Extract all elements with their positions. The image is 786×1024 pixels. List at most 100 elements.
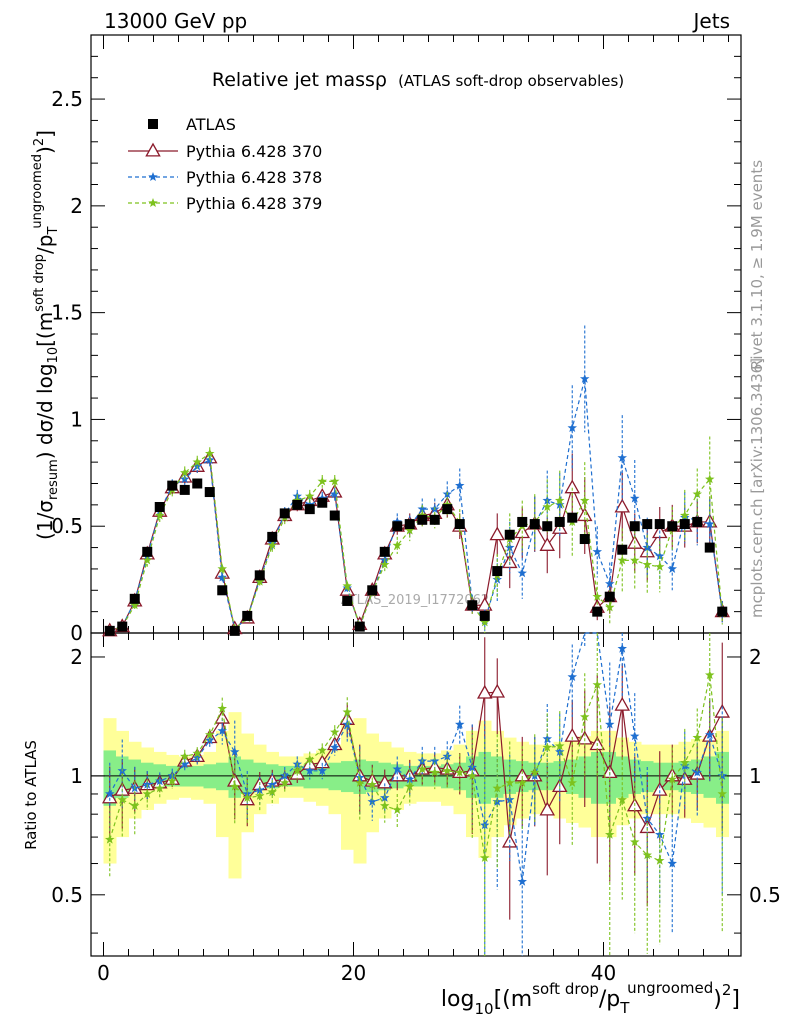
ratio-point-2 <box>317 765 327 775</box>
atlas-data-point <box>342 595 353 606</box>
atlas-data-point <box>442 504 453 515</box>
series-point-3 <box>155 510 165 520</box>
atlas-data-point <box>404 519 415 530</box>
atlas-data-point <box>329 510 340 521</box>
atlas-data-point <box>379 546 390 557</box>
series-point-3 <box>642 559 652 569</box>
ratio-point-3 <box>305 754 315 764</box>
atlas-data-point <box>492 566 503 577</box>
ratio-point-3 <box>317 745 327 755</box>
ratio-point-3 <box>205 729 215 739</box>
x-tick-label: 20 <box>341 961 366 985</box>
atlas-data-point <box>354 621 365 632</box>
series-line-2 <box>109 378 723 632</box>
series-point-2 <box>667 563 677 573</box>
atlas-data-point <box>592 606 603 617</box>
x-ticks: 0 20 40 <box>97 35 729 985</box>
ratio-y-ticks: 0.5 0.5 1 1 2 2 <box>51 645 781 934</box>
series-line-3 <box>109 452 723 632</box>
series-point-3 <box>180 467 190 477</box>
series-point-2 <box>605 578 615 588</box>
band-inner-bin <box>216 762 229 791</box>
legend-entry-label: Pythia 6.428 379 <box>186 194 322 213</box>
series-point-3 <box>192 457 202 467</box>
x-tick-label: 40 <box>591 961 616 985</box>
series-point-2 <box>592 546 602 556</box>
ratio-point-2 <box>605 719 615 729</box>
x-axis-label: log10[(msoft drop/pTungroomed)2] <box>441 979 740 1018</box>
series-point-2 <box>217 572 227 582</box>
atlas-data-point <box>429 514 440 525</box>
ratio-point-3 <box>505 777 515 787</box>
ratio-point-3 <box>680 757 690 767</box>
atlas-data-point <box>317 497 328 508</box>
main-series <box>101 325 731 637</box>
ratio-point-3 <box>380 800 390 810</box>
main-y-axis-label: (1/σresum) dσ/d log10[(msoft drop/pTungr… <box>30 130 61 540</box>
atlas-data-point <box>579 534 590 545</box>
series-point-2 <box>555 499 565 509</box>
ratio-point-3 <box>405 781 415 791</box>
series-point-2 <box>655 551 665 561</box>
ratio-point-2 <box>667 858 677 868</box>
ratio-point-3 <box>255 790 265 800</box>
ratio-point-3 <box>180 751 190 761</box>
ratio-point-3 <box>117 794 127 804</box>
atlas-data-point <box>704 542 715 553</box>
atlas-data-point <box>629 521 640 532</box>
ratio-point-3 <box>467 770 477 780</box>
ratio-point-3 <box>242 792 252 802</box>
atlas-data-point <box>554 516 565 527</box>
ratio-panel-frame <box>90 632 742 957</box>
atlas-data-point <box>617 544 628 555</box>
side-rivet-label: Rivet 3.1.10, ≥ 1.9M events <box>748 160 766 370</box>
ratio-point-3 <box>555 741 565 751</box>
chart-title: Relative jet massρ (ATLAS soft-drop obse… <box>212 69 624 91</box>
ratio-y-tick-label: 1 <box>70 764 83 788</box>
atlas-data-point <box>667 521 678 532</box>
series-point-2 <box>330 489 340 499</box>
series-point-3 <box>405 525 415 535</box>
ratio-point-3 <box>142 789 152 798</box>
ratio-point-3 <box>367 779 377 789</box>
ratio-point-2 <box>405 774 415 784</box>
energy-label: 13000 GeV pp <box>104 9 247 33</box>
atlas-data-point <box>254 570 265 581</box>
series-point-3 <box>630 555 640 565</box>
main-y-tick-label: 1 <box>70 407 83 431</box>
series-point-3 <box>305 491 315 501</box>
atlas-data-point <box>304 504 315 515</box>
ratio-point-3 <box>355 777 365 787</box>
ratio-point-3 <box>455 767 465 777</box>
ratio-point-3 <box>192 748 202 758</box>
ratio-point-1 <box>614 696 631 711</box>
ratio-point-1 <box>214 709 231 724</box>
ratio-point-3 <box>655 855 665 865</box>
ratio-point-1 <box>564 727 581 742</box>
ratio-point-2 <box>367 796 377 806</box>
series-point-2 <box>567 423 577 432</box>
ratio-point-2 <box>455 719 465 729</box>
series-point-3 <box>592 591 602 601</box>
atlas-data-point <box>142 546 153 557</box>
series-point-3 <box>130 600 140 610</box>
ratio-point-3 <box>430 767 440 777</box>
ratio-point-2 <box>305 765 315 775</box>
ratio-point-2 <box>230 746 240 756</box>
series-point-1 <box>564 479 581 494</box>
ratio-point-3 <box>692 732 702 742</box>
main-y-tick-label: 0.5 <box>51 514 83 538</box>
atlas-data-point <box>279 508 290 519</box>
ratio-point-3 <box>417 764 427 774</box>
series-point-2 <box>617 452 627 462</box>
atlas-data-point <box>229 625 240 636</box>
ratio-point-3 <box>267 787 277 797</box>
ratio-y-tick-label: 0.5 <box>51 883 83 907</box>
series-point-3 <box>480 617 490 627</box>
legend-marker-atlas <box>148 119 158 129</box>
ratio-point-2 <box>180 759 190 769</box>
main-y-ticks: 0 0.5 1 1.5 2 2.5 <box>51 34 741 645</box>
ratio-point-2 <box>705 729 715 739</box>
atlas-data-point <box>367 585 378 596</box>
